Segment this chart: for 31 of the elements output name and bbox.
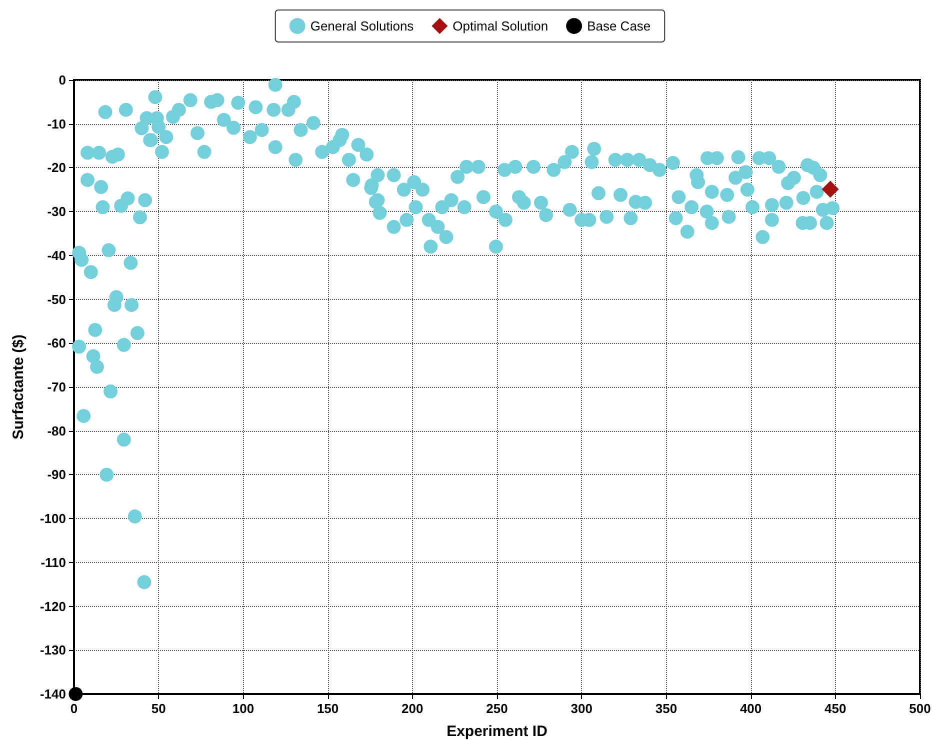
x-tick-label: 350 (655, 701, 678, 716)
y-tick-label: -110 (40, 554, 66, 570)
y-tick-label: -90 (47, 467, 66, 482)
x-tick-label: 200 (402, 701, 424, 716)
x-axis-title: Experiment ID (446, 723, 548, 740)
legend-label: Optimal Solution (452, 18, 548, 34)
x-tick-label: 250 (486, 701, 508, 716)
y-tick-label: -40 (47, 248, 66, 263)
legend-label: Base Case (587, 18, 651, 34)
x-tick-label: 100 (232, 701, 254, 716)
x-tick-label: 400 (740, 701, 762, 716)
y-tick-label: -20 (47, 160, 66, 176)
y-tick-label: -140 (40, 686, 66, 702)
x-tick-label: 300 (570, 701, 592, 716)
x-tick-label: 500 (909, 701, 931, 716)
y-tick-label: -70 (47, 380, 66, 394)
legend-label: General Solutions (310, 18, 414, 34)
y-tick-label: -10 (47, 116, 66, 132)
y-tick-label: -60 (47, 336, 66, 351)
y-tick-label: -120 (40, 598, 66, 614)
y-axis-title: Surfactante ($) (10, 334, 27, 440)
y-tick-label: -30 (47, 204, 66, 220)
y-tick-label: -50 (47, 292, 66, 307)
y-tick-label: -130 (40, 642, 66, 658)
x-tick-label: 0 (70, 701, 78, 716)
y-tick-label: -80 (47, 423, 66, 438)
y-tick-label: 0 (58, 72, 66, 88)
y-tick-label: -100 (40, 511, 66, 526)
x-tick-label: 450 (824, 701, 846, 716)
x-tick-label: 50 (151, 701, 166, 716)
x-tick-label: 150 (316, 701, 339, 716)
